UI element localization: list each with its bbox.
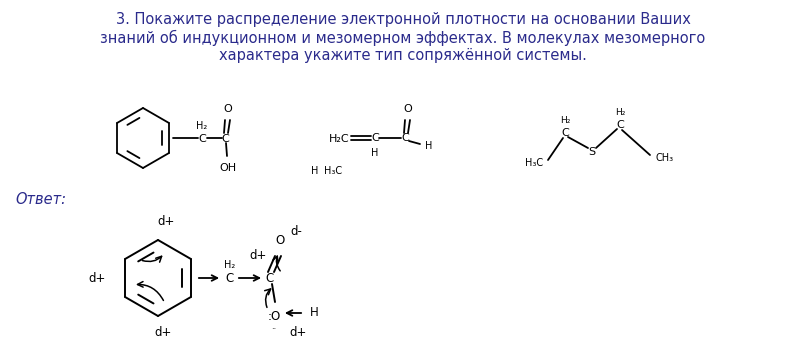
Text: H₂: H₂ <box>615 108 625 117</box>
Text: OH: OH <box>220 163 236 173</box>
Text: C: C <box>266 272 274 286</box>
Text: d+: d+ <box>290 326 307 339</box>
Text: Ответ:: Ответ: <box>15 192 66 207</box>
Text: H₂: H₂ <box>224 260 236 270</box>
Text: H₂C: H₂C <box>329 134 350 144</box>
Text: H₂: H₂ <box>560 116 571 125</box>
Text: :O: :O <box>267 310 281 323</box>
Text: H₃C: H₃C <box>324 166 342 176</box>
Text: H: H <box>371 148 378 158</box>
Text: C: C <box>226 272 234 286</box>
Text: d+: d+ <box>154 326 172 339</box>
Text: H₂: H₂ <box>196 121 207 131</box>
Text: C: C <box>561 128 569 138</box>
Text: d+: d+ <box>249 249 266 262</box>
Text: O: O <box>224 104 232 114</box>
Text: O: O <box>275 234 285 247</box>
Text: C: C <box>221 134 229 144</box>
Text: C: C <box>616 120 624 130</box>
Text: d+: d+ <box>157 215 174 228</box>
Text: C: C <box>401 133 409 143</box>
Text: ..: .. <box>271 322 277 331</box>
Text: O: O <box>404 104 412 114</box>
Text: знаний об индукционном и мезомерном эффектах. В молекулах мезомерного: знаний об индукционном и мезомерном эффе… <box>100 30 705 46</box>
Text: 3. Покажите распределение электронной плотности на основании Ваших: 3. Покажите распределение электронной пл… <box>115 12 691 27</box>
Text: характера укажите тип сопряжённой системы.: характера укажите тип сопряжённой систем… <box>219 48 587 63</box>
Text: S: S <box>588 147 596 157</box>
Text: d+: d+ <box>89 271 106 285</box>
Text: d-: d- <box>290 225 302 238</box>
Text: H: H <box>312 166 319 176</box>
Text: H₃C: H₃C <box>525 158 543 168</box>
Text: C: C <box>199 134 206 144</box>
Text: C: C <box>371 133 378 143</box>
Text: H: H <box>425 141 433 151</box>
Text: H: H <box>310 306 319 320</box>
Text: CH₃: CH₃ <box>655 153 673 163</box>
